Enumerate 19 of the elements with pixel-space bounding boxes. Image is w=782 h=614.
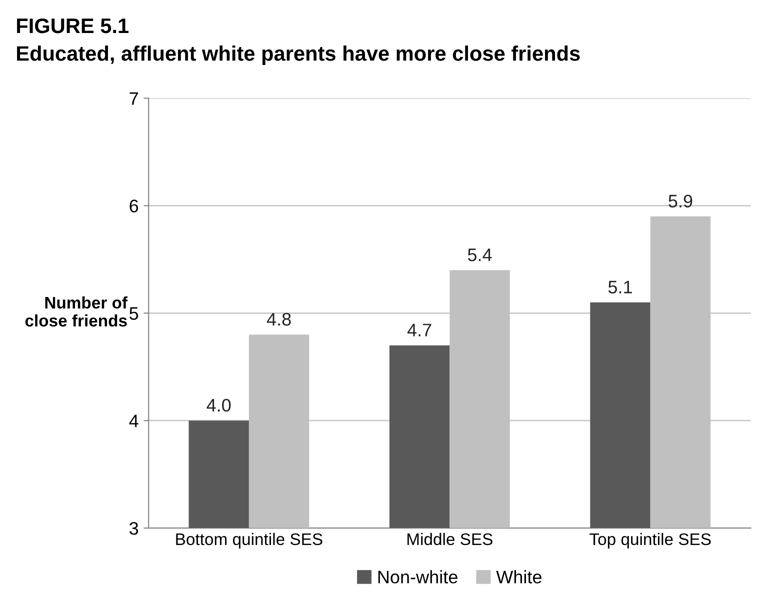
data-label: 5.4 [468,248,492,262]
data-label: 5.1 [608,280,632,294]
chart-title: FIGURE 5.1 [17,18,129,34]
y-tick-label: 5 [130,307,138,320]
data-label: 4.7 [407,324,432,336]
chart-subtitle: Educated, affluent white parents have more close friends [17,46,580,65]
data-label: 5.9 [668,194,692,208]
x-tick-label: Top quintile SES [590,532,711,548]
x-tick-label: Middle SES [407,532,492,546]
y-tick-label: 3 [130,522,138,535]
y-tick-label: 7 [130,92,138,105]
y-tick-label: 6 [130,200,138,212]
x-tick-label: Bottom quintile SES [176,532,322,548]
legend-label: White [496,570,542,584]
legend-label: Non-white [378,570,458,584]
y-tick-label: 4 [129,414,138,428]
data-label: 4.8 [266,312,291,326]
y-axis-title: Number of close friends [25,296,128,327]
data-label: 4.0 [206,398,231,412]
